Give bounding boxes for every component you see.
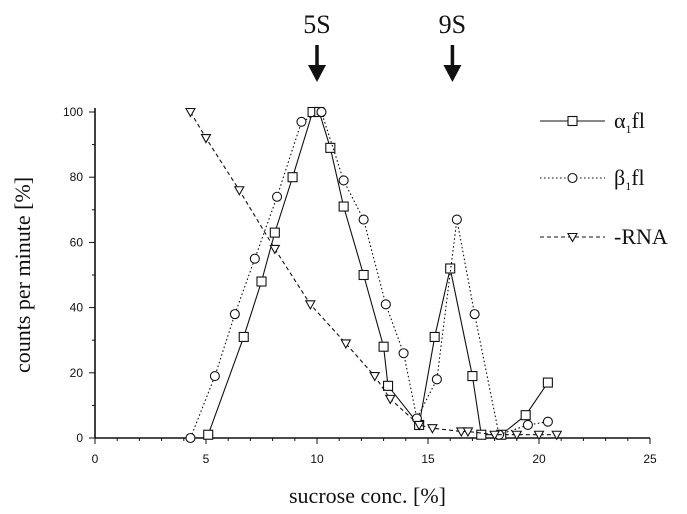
arrow-down-icon xyxy=(443,65,462,82)
data-point xyxy=(287,172,298,183)
data-point xyxy=(378,341,389,352)
series-line xyxy=(189,111,548,439)
plot-area xyxy=(185,106,563,444)
arrow-down-icon xyxy=(308,65,326,82)
data-point xyxy=(304,300,316,310)
data-point xyxy=(520,410,531,421)
data-point xyxy=(229,309,240,320)
y-tick-label: 40 xyxy=(70,301,84,315)
data-point xyxy=(358,269,369,281)
data-point xyxy=(455,427,467,438)
y-tick-label: 60 xyxy=(70,235,84,249)
axes: 0 5 10 15 20 25 0 20 40 60 80 100 xyxy=(63,105,657,466)
x-tick-label: 20 xyxy=(532,452,546,466)
data-point xyxy=(511,430,523,441)
data-point xyxy=(256,276,267,287)
marker-label: 9S xyxy=(439,10,466,39)
data-point xyxy=(325,142,336,153)
x-tick-label: 0 xyxy=(92,452,99,466)
data-point xyxy=(445,263,456,274)
data-point xyxy=(338,201,349,212)
y-tick-label: 80 xyxy=(70,170,84,184)
data-point xyxy=(533,430,545,441)
data-point xyxy=(426,424,438,434)
legend-label: α1fl xyxy=(614,108,645,136)
data-point xyxy=(542,416,553,427)
legend-label: β1fl xyxy=(614,165,645,193)
data-point xyxy=(296,116,307,127)
data-point xyxy=(358,214,369,225)
series-2 xyxy=(185,106,553,444)
data-point xyxy=(271,191,283,202)
data-point xyxy=(522,419,533,431)
y-tick-label: 100 xyxy=(63,105,83,119)
series-3 xyxy=(185,107,563,441)
legend-item: β1fl xyxy=(540,165,645,193)
legend-item: α1fl xyxy=(540,108,645,136)
legend-label: -RNA xyxy=(614,224,668,249)
data-point xyxy=(398,348,409,359)
data-point xyxy=(469,309,480,320)
data-point xyxy=(384,394,396,405)
data-point xyxy=(551,430,563,441)
data-point xyxy=(269,227,280,238)
marker-5S: 5S xyxy=(303,10,331,82)
data-point xyxy=(380,299,391,310)
data-point xyxy=(382,380,394,391)
data-point xyxy=(209,371,220,382)
data-point xyxy=(238,331,249,342)
data-point xyxy=(476,429,487,440)
y-tick-label: 0 xyxy=(76,431,83,445)
data-point xyxy=(185,432,196,444)
data-point xyxy=(185,107,196,118)
legend: α1fl β1fl -RNA xyxy=(540,108,668,249)
data-point xyxy=(200,134,212,144)
data-point xyxy=(462,427,474,438)
series-line xyxy=(190,111,557,436)
data-point xyxy=(203,429,214,440)
data-point xyxy=(489,430,501,441)
data-point xyxy=(413,420,425,431)
x-tick-label: 25 xyxy=(643,452,657,466)
data-point xyxy=(467,371,478,382)
data-point xyxy=(451,214,462,225)
x-tick-label: 15 xyxy=(421,452,435,466)
data-point xyxy=(369,372,381,382)
x-axis-title: sucrose conc. [%] xyxy=(289,483,446,508)
marker-9S: 9S xyxy=(439,10,466,82)
legend-swatch-marker xyxy=(567,232,578,243)
series-line xyxy=(207,111,549,436)
data-point xyxy=(338,175,349,186)
x-tick-label: 10 xyxy=(310,452,324,466)
data-point xyxy=(249,253,260,264)
data-point xyxy=(542,377,553,388)
data-point xyxy=(429,331,440,342)
data-point xyxy=(233,186,245,196)
legend-item: -RNA xyxy=(540,224,668,249)
data-point xyxy=(431,374,442,385)
legend-swatch-marker xyxy=(567,115,578,127)
data-point xyxy=(269,244,281,255)
legend-swatch-marker xyxy=(567,172,578,184)
data-point xyxy=(316,106,327,118)
sedimentation-markers: 5S 9S xyxy=(303,10,466,82)
y-axis-title: counts per minute [%] xyxy=(10,177,35,373)
marker-label: 5S xyxy=(303,10,330,39)
y-tick-label: 20 xyxy=(70,366,84,380)
x-tick-label: 5 xyxy=(203,452,210,466)
data-point xyxy=(340,339,352,350)
